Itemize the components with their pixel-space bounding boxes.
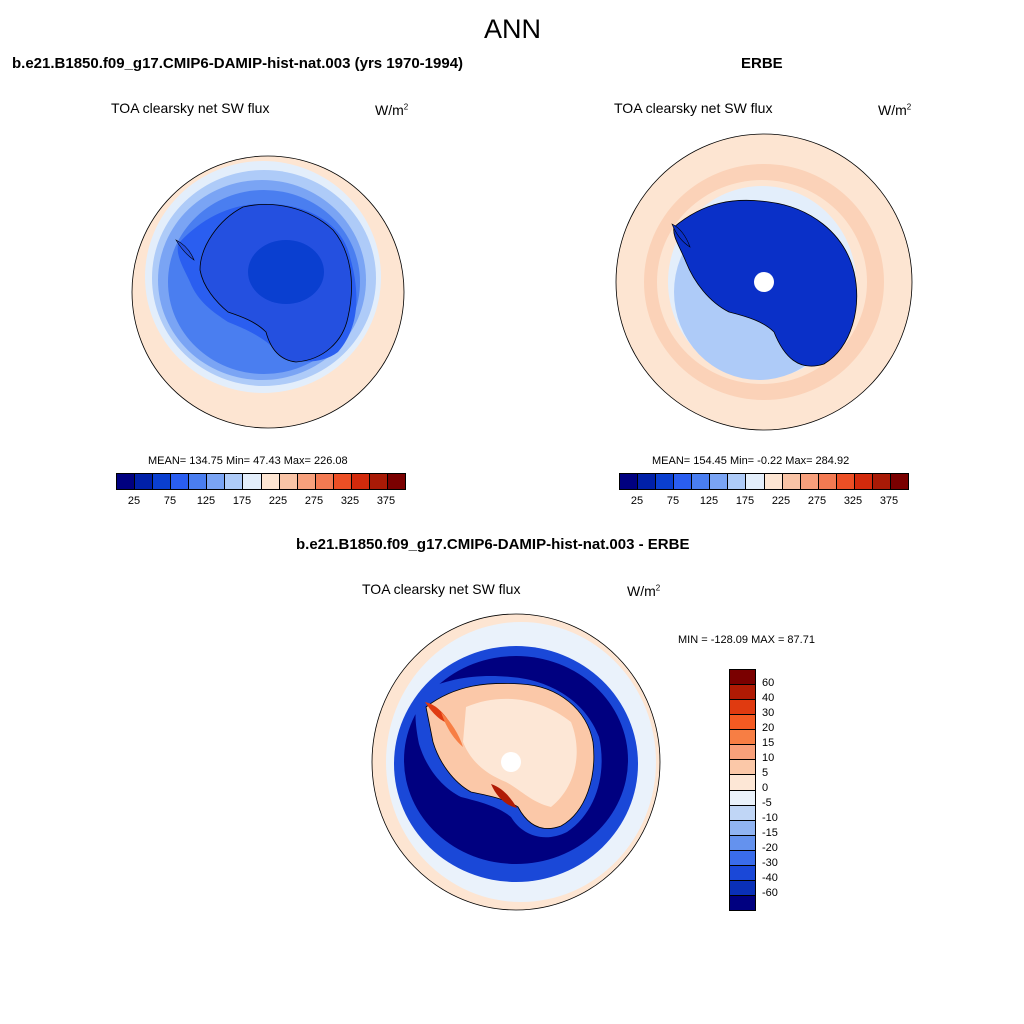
colorbar-swatch: [351, 474, 370, 489]
colorbar-swatch: [297, 474, 316, 489]
colorbar-swatch: [638, 474, 657, 489]
colorbar-tick-label: 60: [762, 677, 775, 689]
colorbar-tick-label: -20: [762, 842, 778, 854]
colorbar-tick-label: 75: [666, 495, 680, 507]
colorbar-swatch: [730, 835, 755, 851]
colorbar-tick-label: 20: [762, 722, 775, 734]
colorbar-tick-label: 125: [699, 495, 719, 507]
colorbar-swatch: [730, 670, 755, 686]
obs-colorbar: [619, 473, 909, 490]
colorbar-swatch: [854, 474, 873, 489]
colorbar-tick-label: 30: [762, 707, 775, 719]
colorbar-swatch: [369, 474, 388, 489]
model-colorbar: [116, 473, 406, 490]
colorbar-swatch: [153, 474, 172, 489]
model-units-label: W/m2: [375, 102, 409, 118]
model-variable-label: TOA clearsky net SW flux: [111, 100, 270, 116]
obs-panel-title: ERBE: [741, 55, 783, 72]
colorbar-swatch: [315, 474, 334, 489]
colorbar-tick-label: 225: [771, 495, 791, 507]
colorbar-swatch: [171, 474, 190, 489]
colorbar-swatch: [782, 474, 801, 489]
colorbar-tick-label: 325: [340, 495, 360, 507]
colorbar-tick-label: -30: [762, 857, 778, 869]
page-title: ANN: [484, 14, 542, 44]
diff-polar-map: [371, 613, 661, 911]
colorbar-tick-label: 0: [762, 782, 769, 794]
colorbar-swatch: [872, 474, 891, 489]
colorbar-swatch: [674, 474, 693, 489]
diff-panel-title: b.e21.B1850.f09_g17.CMIP6-DAMIP-hist-nat…: [296, 536, 690, 553]
colorbar-swatch: [656, 474, 675, 489]
colorbar-swatch: [836, 474, 855, 489]
colorbar-tick-label: -15: [762, 827, 778, 839]
colorbar-swatch: [764, 474, 783, 489]
colorbar-tick-label: 375: [879, 495, 899, 507]
colorbar-tick-label: -5: [762, 797, 772, 809]
colorbar-tick-label: 75: [163, 495, 177, 507]
colorbar-swatch: [730, 805, 755, 821]
colorbar-swatch: [730, 685, 755, 701]
colorbar-tick-label: 275: [304, 495, 324, 507]
colorbar-swatch: [207, 474, 226, 489]
diff-stats: MIN = -128.09 MAX = 87.71: [678, 634, 815, 646]
colorbar-tick-label: 325: [843, 495, 863, 507]
colorbar-swatch: [730, 745, 755, 761]
diff-variable-label: TOA clearsky net SW flux: [362, 581, 521, 597]
colorbar-swatch: [117, 474, 136, 489]
model-panel-title: b.e21.B1850.f09_g17.CMIP6-DAMIP-hist-nat…: [12, 55, 464, 72]
colorbar-swatch: [730, 820, 755, 836]
colorbar-swatch: [818, 474, 837, 489]
colorbar-swatch: [728, 474, 747, 489]
colorbar-tick-label: 25: [630, 495, 644, 507]
colorbar-swatch: [243, 474, 262, 489]
colorbar-swatch: [261, 474, 280, 489]
colorbar-swatch: [387, 474, 405, 489]
obs-stats: MEAN= 154.45 Min= -0.22 Max= 284.92: [652, 455, 850, 467]
colorbar-swatch: [333, 474, 352, 489]
colorbar-swatch: [730, 715, 755, 731]
colorbar-swatch: [730, 895, 755, 910]
colorbar-tick-label: 15: [762, 737, 775, 749]
colorbar-tick-label: 125: [196, 495, 216, 507]
colorbar-tick-label: 25: [127, 495, 141, 507]
model-polar-map: [131, 155, 405, 429]
colorbar-tick-label: -10: [762, 812, 778, 824]
colorbar-tick-label: 40: [762, 692, 775, 704]
colorbar-swatch: [730, 790, 755, 806]
colorbar-swatch: [746, 474, 765, 489]
colorbar-tick-label: 10: [762, 752, 775, 764]
colorbar-tick-label: 375: [376, 495, 396, 507]
colorbar-swatch: [730, 880, 755, 896]
colorbar-tick-label: -40: [762, 872, 778, 884]
colorbar-swatch: [730, 700, 755, 716]
colorbar-swatch: [189, 474, 208, 489]
colorbar-tick-label: 175: [232, 495, 252, 507]
colorbar-swatch: [279, 474, 298, 489]
diff-units-label: W/m2: [627, 583, 661, 599]
colorbar-swatch: [692, 474, 711, 489]
obs-units-label: W/m2: [878, 102, 912, 118]
obs-variable-label: TOA clearsky net SW flux: [614, 100, 773, 116]
diff-colorbar: [729, 669, 756, 911]
colorbar-tick-label: -60: [762, 887, 778, 899]
colorbar-swatch: [620, 474, 639, 489]
colorbar-tick-label: 225: [268, 495, 288, 507]
model-stats: MEAN= 134.75 Min= 47.43 Max= 226.08: [148, 455, 348, 467]
colorbar-swatch: [225, 474, 244, 489]
colorbar-swatch: [135, 474, 154, 489]
colorbar-tick-label: 175: [735, 495, 755, 507]
colorbar-swatch: [730, 730, 755, 746]
colorbar-swatch: [710, 474, 729, 489]
colorbar-tick-label: 5: [762, 767, 769, 779]
colorbar-swatch: [800, 474, 819, 489]
colorbar-tick-label: 275: [807, 495, 827, 507]
colorbar-swatch: [730, 775, 755, 791]
colorbar-swatch: [730, 850, 755, 866]
colorbar-swatch: [890, 474, 908, 489]
colorbar-swatch: [730, 760, 755, 776]
colorbar-swatch: [730, 865, 755, 881]
obs-polar-map: [615, 133, 913, 431]
